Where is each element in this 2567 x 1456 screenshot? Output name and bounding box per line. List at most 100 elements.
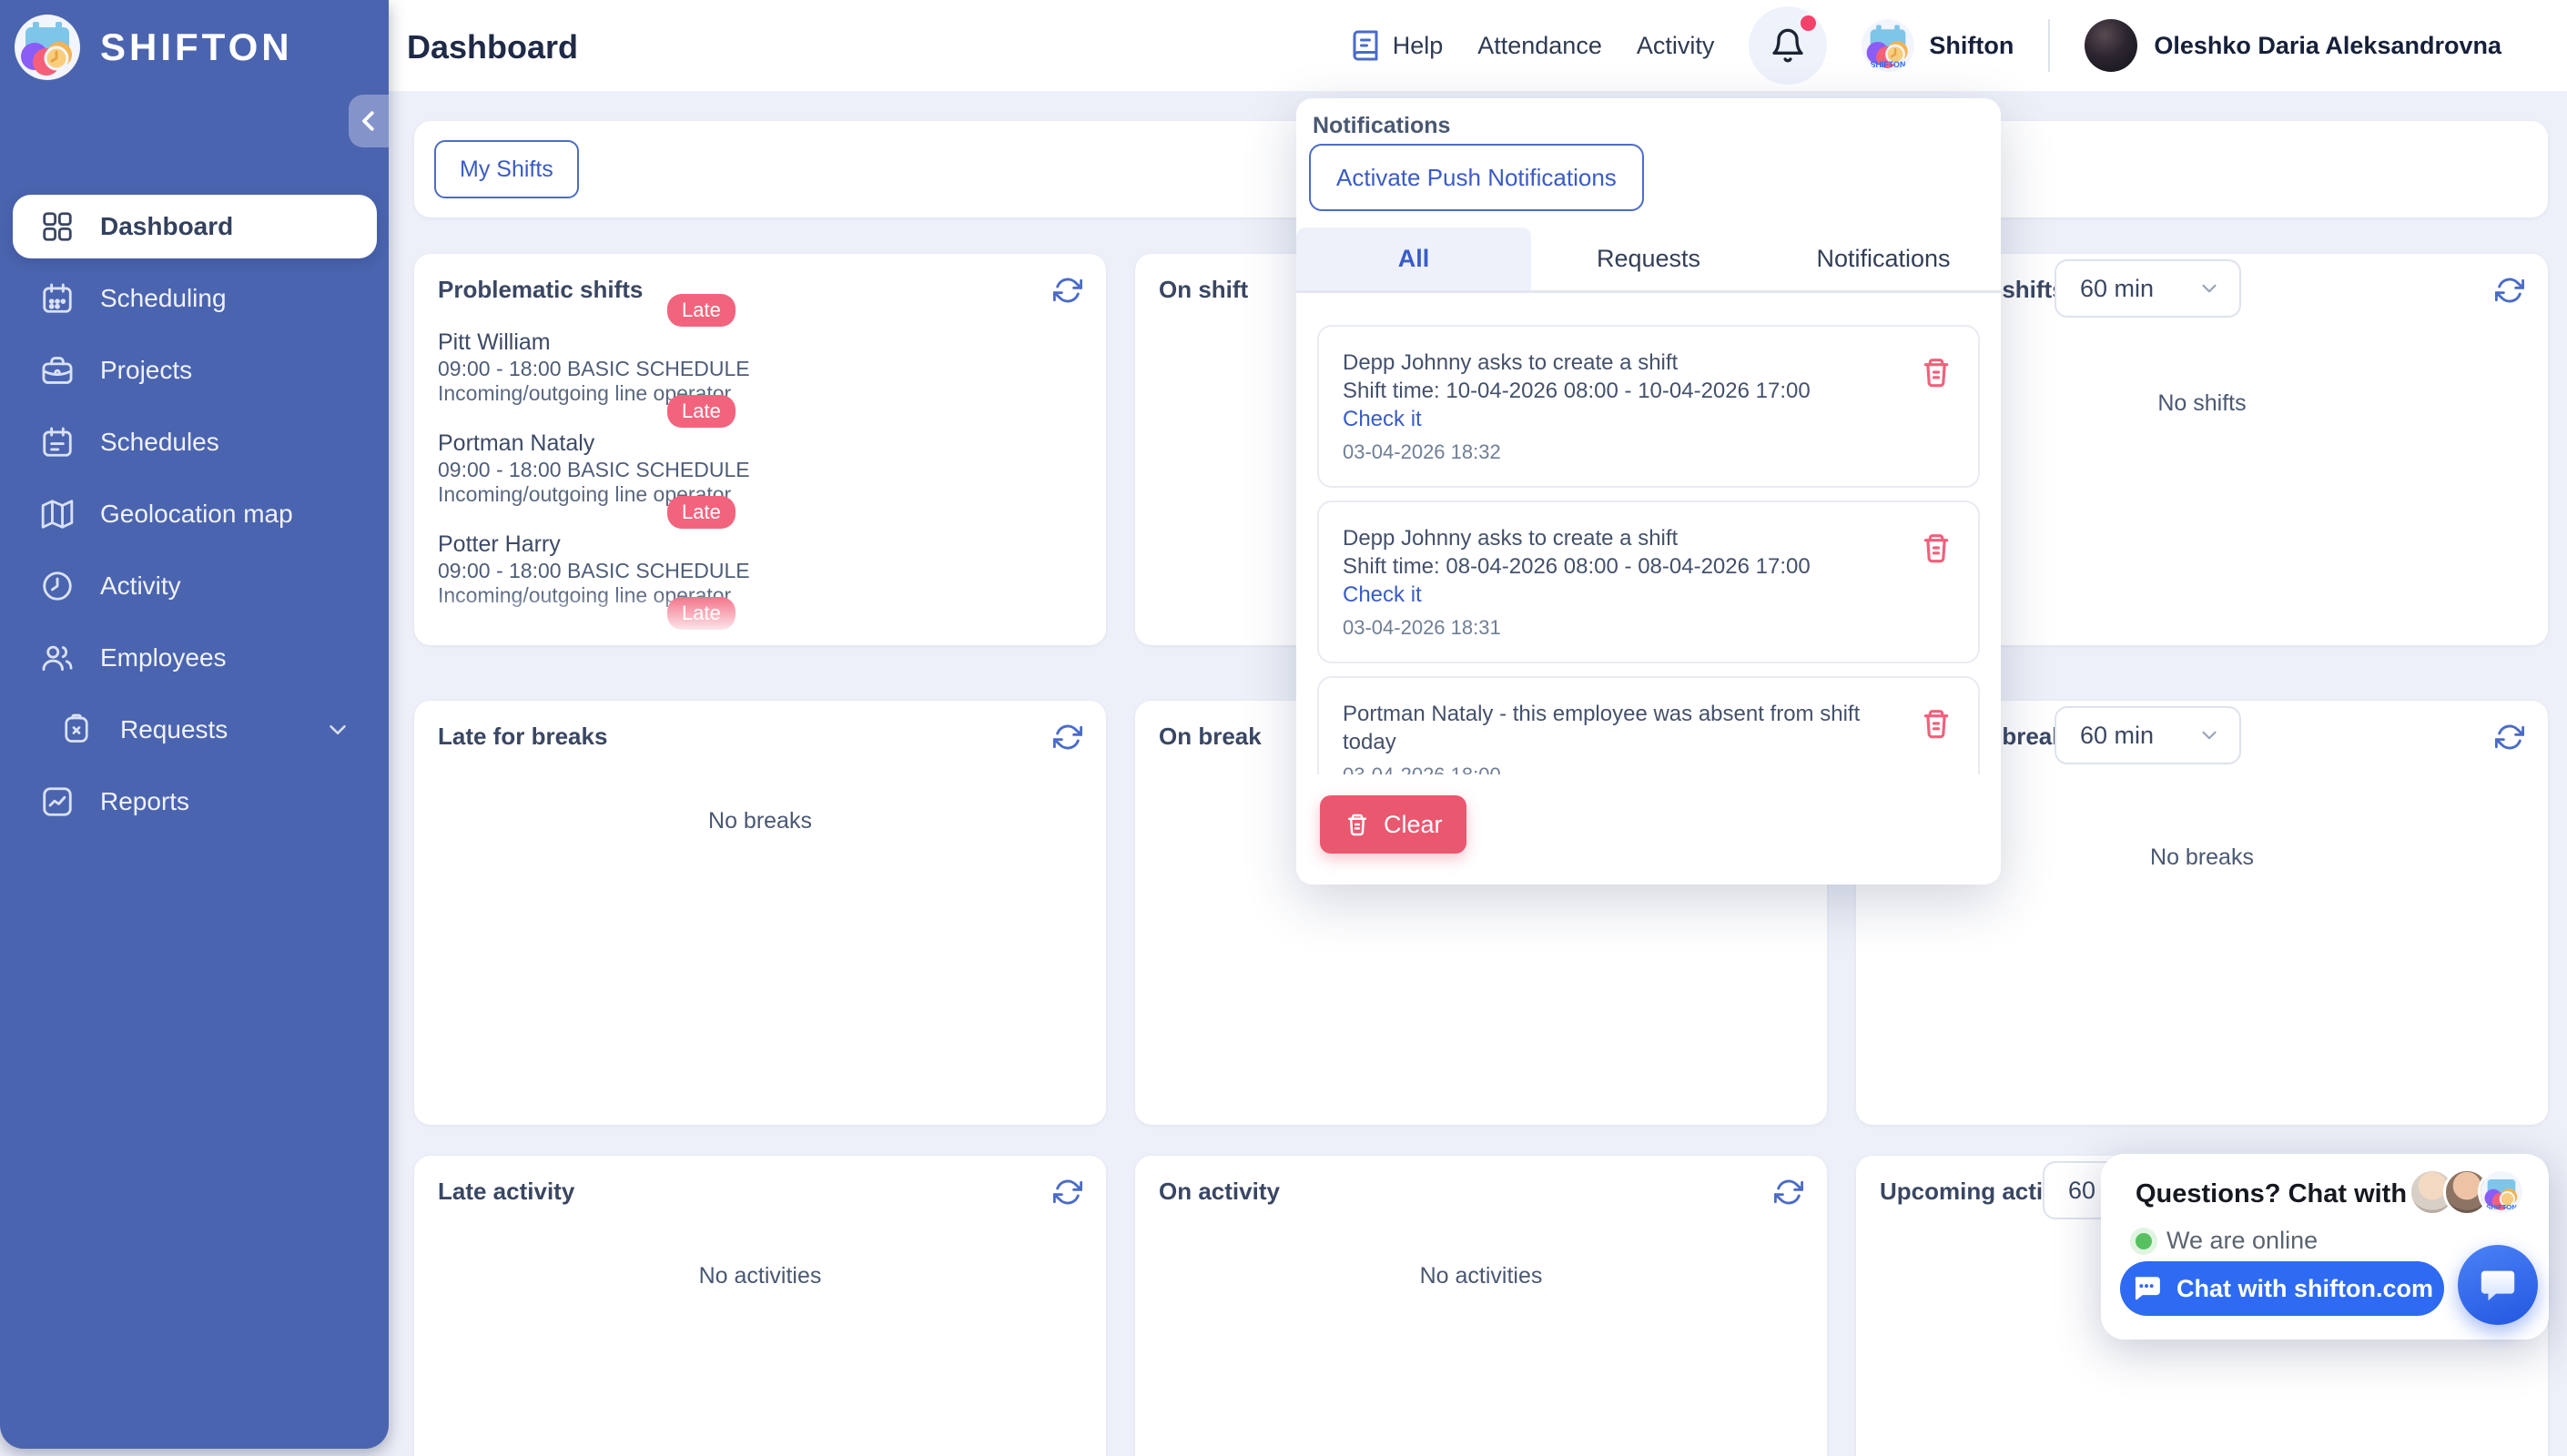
tab-all[interactable]: All [1296,228,1531,290]
chat-launcher-button[interactable] [2458,1245,2538,1325]
sidebar-item-label: Projects [100,356,193,384]
interval-select[interactable]: 60 min [2055,259,2241,318]
notifications-panel: Notifications Activate Push Notification… [1296,98,2001,885]
card-title: Problematic shifts [438,276,644,303]
chat-with-shifton-button[interactable]: Chat with shifton.com [2120,1261,2444,1316]
help-link[interactable]: Help [1349,29,1444,62]
delete-notification-icon[interactable] [1918,354,1954,390]
sidebar-item-employees[interactable]: Employees [13,626,377,690]
empty-state-text: No breaks [708,808,812,834]
sidebar-item-projects[interactable]: Projects [13,339,377,402]
check-it-link[interactable]: Check it [1343,582,1422,607]
card-title: On break [1159,723,1262,750]
delete-notification-icon[interactable] [1918,530,1954,566]
sidebar-item-label: Requests [120,715,228,743]
card-title: On activity [1159,1178,1280,1205]
chat-heading: Questions? Chat with us. [2136,1179,2453,1208]
refresh-icon[interactable] [1053,276,1082,305]
employee-name: Reynolds Ryan [438,632,593,645]
refresh-icon[interactable] [2495,723,2524,752]
tab-notifications[interactable]: Notifications [1816,245,1951,272]
user-name: Oleshko Daria Aleksandrovna [2154,31,2501,59]
sidebar-item-geolocation-map[interactable]: Geolocation map [13,482,377,546]
refresh-icon[interactable] [2495,276,2524,305]
notification-timestamp: 03-04-2026 18:32 [1343,440,1501,463]
refresh-icon[interactable] [1053,723,1082,752]
sidebar-menu: Dashboard Scheduling Projects Schedules … [13,195,377,834]
shifton-logo-icon [15,15,80,80]
sidebar-item-schedules[interactable]: Schedules [13,410,377,474]
company-switcher[interactable]: SHIFTON Shifton [1862,19,2014,72]
brand: SHIFTON [0,0,389,80]
clear-notifications-button[interactable]: Clear [1320,795,1466,854]
chevron-left-icon [355,107,382,135]
activity-label: Activity [1636,31,1715,59]
sidebar-item-scheduling[interactable]: Scheduling [13,267,377,330]
list-item[interactable]: Late Potter Harry 09:00 - 18:00 BASIC SC… [438,496,1082,608]
check-it-link[interactable]: Check it [1343,407,1422,431]
card-title: On shift [1159,276,1249,303]
topbar: Dashboard Help Attendance Activity [389,0,2567,91]
tab-requests[interactable]: Requests [1596,245,1701,272]
employee-name: Pitt William [438,329,551,355]
chevron-down-icon [324,716,351,743]
notification-item[interactable]: Depp Johnny asks to create a shift Shift… [1317,325,1980,488]
help-book-icon [1349,29,1382,62]
map-icon [40,497,75,531]
notification-title: Portman Nataly - this employee was absen… [1343,702,1861,754]
sidebar-item-label: Dashboard [100,212,234,240]
user-menu[interactable]: Oleshko Daria Aleksandrovna [2085,19,2501,72]
company-name: Shifton [1929,31,2014,59]
interval-select[interactable]: 60 min [2055,706,2241,764]
activity-link[interactable]: Activity [1637,32,1715,60]
sidebar-item-label: Geolocation map [100,500,293,528]
notification-title: Depp Johnny asks to create a shift [1343,350,1679,375]
list-item[interactable]: Late Portman Nataly 09:00 - 18:00 BASIC … [438,395,1082,507]
refresh-icon[interactable] [1053,1178,1082,1207]
chat-button-label: Chat with shifton.com [2176,1274,2433,1302]
notification-item[interactable]: Depp Johnny asks to create a shift Shift… [1317,500,1980,663]
activate-push-notifications-button[interactable]: Activate Push Notifications [1309,144,1644,211]
shifton-logo-mini-icon: SHIFTON [2478,1168,2525,1216]
sidebar-item-label: Scheduling [100,284,227,312]
chat-bubble-icon [2131,1273,2162,1304]
notification-title: Depp Johnny asks to create a shift [1343,526,1679,551]
online-status-text: We are online [2166,1227,2318,1254]
svg-text:SHIFTON: SHIFTON [2486,1203,2517,1211]
employee-name: Potter Harry [438,531,561,557]
sidebar-item-requests[interactable]: Requests [13,698,377,762]
sidebar-item-dashboard[interactable]: Dashboard [13,195,377,258]
shift-role: Incoming/outgoing line operator [438,583,732,607]
problematic-shifts-list: Late Pitt William 09:00 - 18:00 BASIC SC… [438,294,1082,645]
help-label: Help [1392,31,1444,59]
clipboard-x-icon [60,713,95,747]
late-status-badge: Late [667,496,736,529]
refresh-icon[interactable] [1774,1178,1803,1207]
sidebar-item-reports[interactable]: Reports [13,770,377,834]
chat-status: We are online [2136,1227,2318,1255]
sidebar-collapse-button[interactable] [349,95,389,147]
sidebar-item-activity[interactable]: Activity [13,554,377,618]
notifications-tabs: All Requests Notifications [1296,228,2001,293]
notifications-list: Depp Johnny asks to create a shift Shift… [1317,294,1980,774]
chevron-down-icon [2197,723,2221,747]
list-item[interactable]: Late Pitt William 09:00 - 18:00 BASIC SC… [438,294,1082,406]
sidebar: SHIFTON Dashboard Scheduling Projects Sc [0,0,389,1449]
page-title: Dashboard [407,28,579,66]
notification-item[interactable]: Portman Nataly - this employee was absen… [1317,676,1980,774]
notifications-bell-button[interactable] [1749,6,1828,85]
employee-name: Portman Nataly [438,430,595,456]
trash-icon [1348,814,1366,836]
delete-notification-icon[interactable] [1918,705,1954,742]
my-shifts-button[interactable]: My Shifts [434,140,579,198]
shift-role: Incoming/outgoing line operator [438,381,732,405]
user-avatar [2085,19,2138,72]
attendance-link[interactable]: Attendance [1477,32,1602,60]
topbar-divider [2048,19,2051,72]
online-status-dot [2136,1232,2152,1249]
brand-name: SHIFTON [100,25,293,68]
list-item[interactable]: Late Reynolds Ryan 09:00 - 18:00 BASIC S… [438,597,1082,645]
on-activity-card: On activity No activities [1135,1156,1827,1456]
grid-icon [40,209,75,244]
notifications-panel-title: Notifications [1313,113,1451,138]
